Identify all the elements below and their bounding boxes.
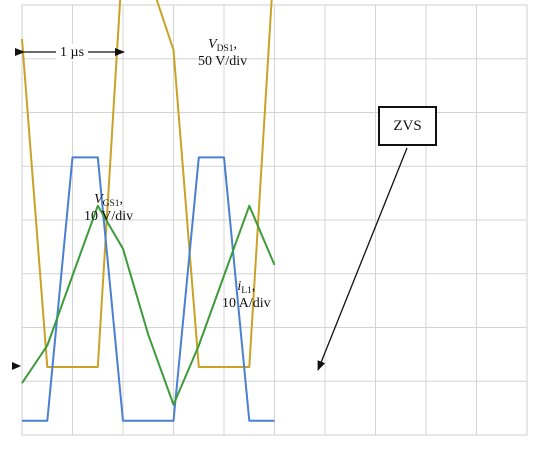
vds1-label: VDS1, 50 V/div: [198, 36, 247, 70]
vds1-scale: 50 V/div: [198, 54, 248, 69]
il1-symbol: i: [237, 279, 242, 294]
vds1-symbol: V: [208, 37, 217, 52]
zvs-arrow: [317, 147, 408, 371]
vgs1-trace: [22, 156, 275, 422]
vds1-comma: ,: [233, 37, 238, 52]
il1-trace: [21, 204, 276, 406]
il1-subscript: L1: [241, 286, 252, 296]
vgs1-comma: ,: [119, 192, 124, 207]
traces: [21, 0, 276, 422]
il1-label: iL1, 10 A/div: [222, 278, 271, 312]
vgs1-label: VGS1, 10 V/div: [84, 191, 133, 225]
vgs1-scale: 10 V/div: [84, 209, 134, 224]
zvs-label: ZVS: [393, 117, 422, 134]
il1-scale: 10 A/div: [222, 296, 271, 311]
vgs1-subscript: GS1: [102, 199, 120, 209]
il1-comma: ,: [251, 279, 256, 294]
vds1-subscript: DS1: [216, 44, 234, 54]
vds1-trace: [21, 0, 273, 368]
time-scale-label: 1 µs: [56, 44, 89, 61]
ground-marker-icon: [12, 362, 21, 370]
vgs1-symbol: V: [94, 192, 103, 207]
zvs-annotation-box: ZVS: [378, 106, 437, 146]
